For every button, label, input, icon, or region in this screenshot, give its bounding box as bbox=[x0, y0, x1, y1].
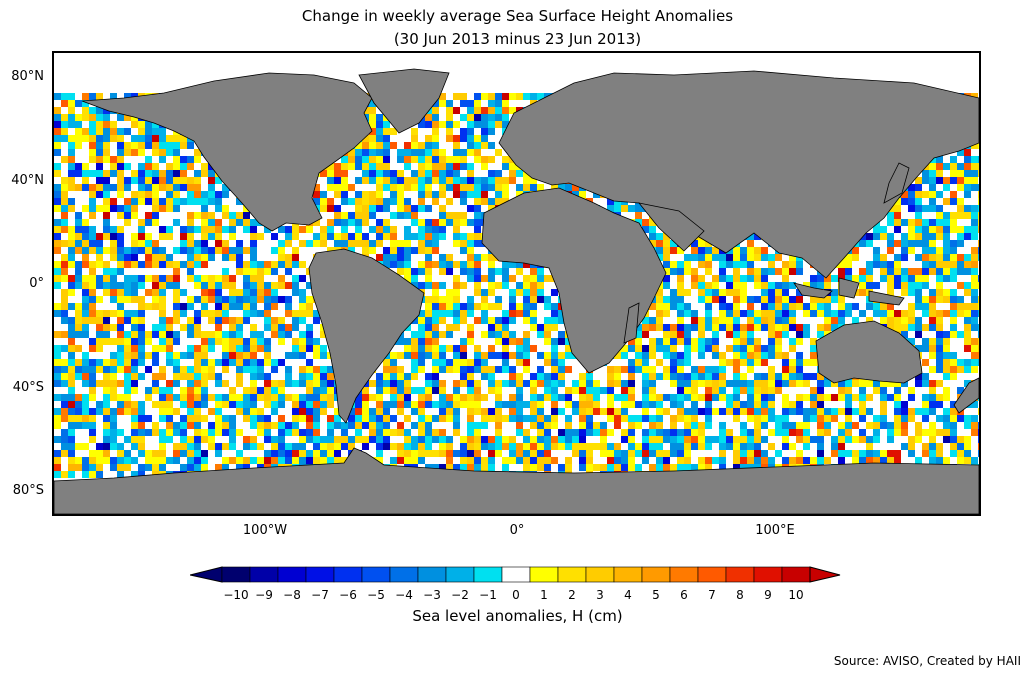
colorbar-tick-label: 3 bbox=[596, 588, 604, 602]
arabia bbox=[638, 202, 705, 252]
colorbar-tick-label: −1 bbox=[479, 588, 497, 602]
colorbar-segment bbox=[473, 566, 503, 583]
colorbar bbox=[189, 566, 845, 584]
lat-label-80s: 80°S bbox=[12, 483, 44, 498]
colorbar-tick-label: 2 bbox=[568, 588, 576, 602]
lon-label-100w: 100°W bbox=[242, 523, 288, 538]
lat-label-0: 0° bbox=[29, 276, 44, 291]
indonesia bbox=[793, 277, 905, 306]
colorbar-segment bbox=[445, 566, 475, 583]
colorbar-segment bbox=[305, 566, 335, 583]
colorbar-tick-label: 0 bbox=[512, 588, 520, 602]
africa bbox=[481, 187, 667, 374]
colorbar-tick-label: −4 bbox=[395, 588, 413, 602]
source-credit: Source: AVISO, Created by HAII bbox=[833, 654, 1021, 668]
greenland bbox=[358, 68, 450, 134]
new-zealand bbox=[953, 377, 979, 414]
colorbar-segment bbox=[361, 566, 391, 583]
sea-height-map bbox=[52, 51, 981, 516]
australia bbox=[815, 320, 923, 384]
colorbar-tick-label: −7 bbox=[311, 588, 329, 602]
antarctica bbox=[54, 447, 979, 514]
colorbar-tick-label: 5 bbox=[652, 588, 660, 602]
colorbar-tick-label: −2 bbox=[451, 588, 469, 602]
colorbar-min-arrow bbox=[189, 566, 223, 583]
colorbar-segment bbox=[753, 566, 783, 583]
north-america bbox=[81, 72, 373, 232]
colorbar-segment bbox=[781, 566, 811, 583]
colorbar-tick-label: 4 bbox=[624, 588, 632, 602]
colorbar-segment bbox=[249, 566, 279, 583]
lat-label-40s: 40°S bbox=[12, 380, 44, 395]
south-america bbox=[308, 248, 425, 424]
colorbar-segment bbox=[613, 566, 643, 583]
colorbar-label: Sea level anomalies, H (cm) bbox=[412, 607, 623, 625]
colorbar-tick-label: −9 bbox=[255, 588, 273, 602]
map-subtitle: (30 Jun 2013 minus 23 Jun 2013) bbox=[393, 30, 642, 48]
colorbar-segment bbox=[389, 566, 419, 583]
colorbar-tick-label: 1 bbox=[540, 588, 548, 602]
colorbar-segment bbox=[417, 566, 447, 583]
colorbar-segment bbox=[697, 566, 727, 583]
colorbar-tick-label: 10 bbox=[788, 588, 804, 602]
eurasia bbox=[498, 70, 979, 279]
colorbar-segment bbox=[557, 566, 587, 583]
colorbar-segment bbox=[333, 566, 363, 583]
japan bbox=[883, 162, 910, 204]
lat-label-40n: 40°N bbox=[11, 173, 44, 188]
colorbar-tick-label: −5 bbox=[367, 588, 385, 602]
colorbar-tick-label: −10 bbox=[223, 588, 249, 602]
colorbar-segment bbox=[585, 566, 615, 583]
land-masses bbox=[54, 68, 979, 514]
colorbar-segment bbox=[725, 566, 755, 583]
colorbar-segment bbox=[669, 566, 699, 583]
colorbar-tick-label: −3 bbox=[423, 588, 441, 602]
colorbar-tick-label: 9 bbox=[764, 588, 772, 602]
colorbar-tick-label: −6 bbox=[339, 588, 357, 602]
colorbar-tick-label: 8 bbox=[736, 588, 744, 602]
colorbar-max-arrow bbox=[809, 566, 841, 583]
colorbar-segment bbox=[277, 566, 307, 583]
colorbar-tick-label: 6 bbox=[680, 588, 688, 602]
map-title: Change in weekly average Sea Surface Hei… bbox=[301, 7, 734, 25]
colorbar-segment bbox=[501, 566, 531, 583]
lon-label-0: 0° bbox=[509, 523, 525, 538]
colorbar-segment bbox=[529, 566, 559, 583]
colorbar-tick-label: −8 bbox=[283, 588, 301, 602]
colorbar-segment bbox=[641, 566, 671, 583]
colorbar-segment bbox=[221, 566, 251, 583]
colorbar-tick-label: 7 bbox=[708, 588, 716, 602]
lon-label-100e: 100°E bbox=[755, 523, 795, 538]
lat-label-80n: 80°N bbox=[11, 69, 44, 84]
madagascar bbox=[623, 302, 640, 344]
